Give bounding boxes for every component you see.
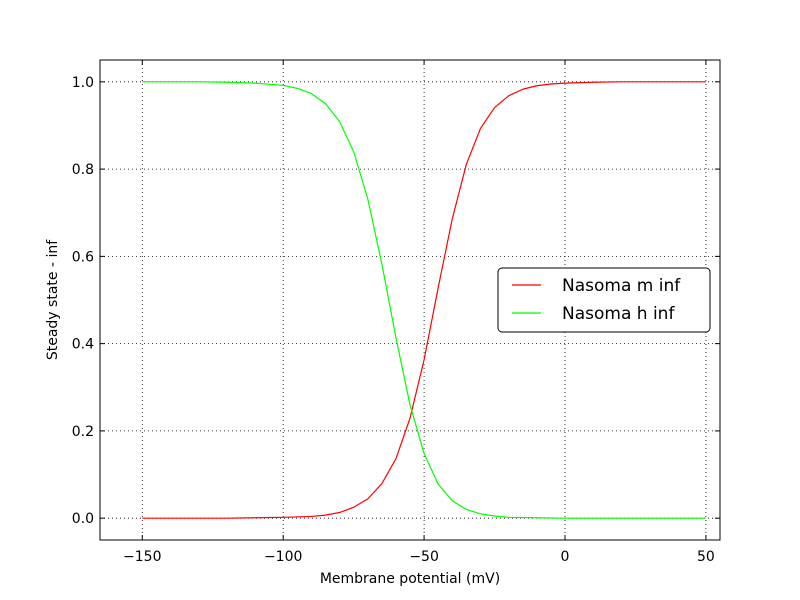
x-tick-label: 0 bbox=[561, 549, 570, 565]
y-axis-label: Steady state - inf bbox=[45, 239, 61, 360]
series-line-1 bbox=[142, 81, 706, 519]
y-tick-label: 0.4 bbox=[72, 337, 94, 353]
plot-series bbox=[142, 81, 706, 519]
plot-frame bbox=[99, 59, 721, 541]
legend: Nasoma m inf Nasoma h inf bbox=[497, 267, 711, 333]
ticks: −150 −100 −50 0 50 0.0 0.2 0.4 0.6 0.8 1.0 bbox=[72, 60, 720, 565]
y-tick-label: 0.8 bbox=[72, 162, 94, 178]
y-tick-label: 0.2 bbox=[72, 424, 94, 440]
x-tick-label: −150 bbox=[123, 549, 161, 565]
x-tick-label: −100 bbox=[264, 549, 302, 565]
x-tick-label: −50 bbox=[409, 549, 439, 565]
legend-box bbox=[497, 267, 711, 333]
y-tick-label: 1.0 bbox=[72, 75, 94, 91]
legend-label-series-0: Nasoma m inf bbox=[562, 276, 681, 296]
x-axis-label: Membrane potential (mV) bbox=[320, 571, 500, 587]
y-tick-label: 0.6 bbox=[72, 249, 94, 265]
y-tick-label: 0.0 bbox=[72, 511, 94, 527]
legend-label-series-1: Nasoma h inf bbox=[562, 304, 675, 324]
series-line-0 bbox=[142, 81, 706, 519]
x-tick-label: 50 bbox=[697, 549, 715, 565]
